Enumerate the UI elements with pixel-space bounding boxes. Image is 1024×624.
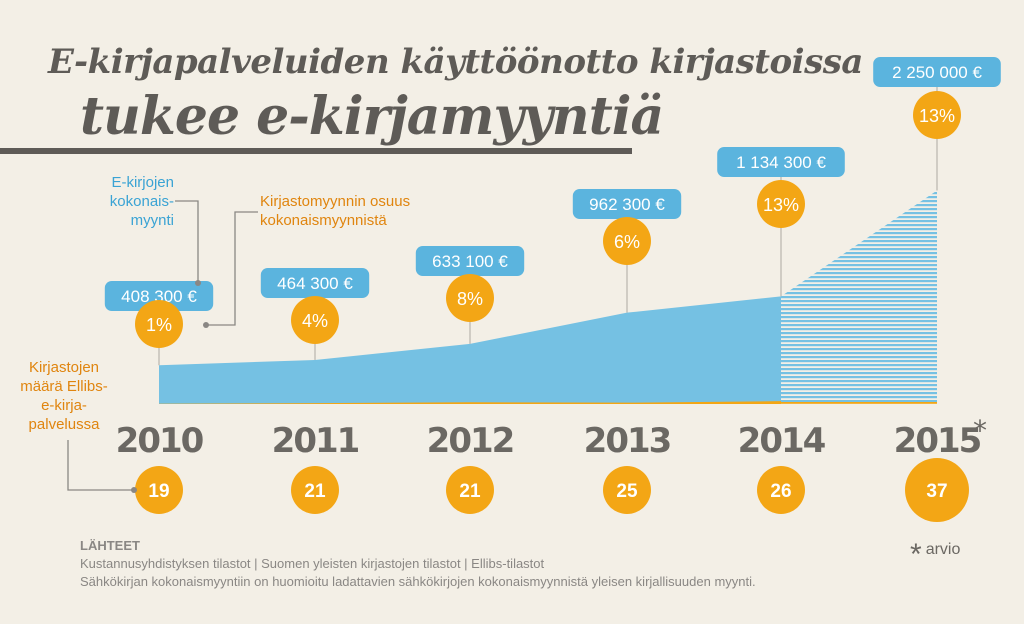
sources-line-1: Kustannusyhdistyksen tilastot | Suomen y… bbox=[80, 556, 545, 571]
library-count-circle bbox=[603, 466, 651, 514]
share-value-label: 6% bbox=[614, 232, 640, 252]
sources: LÄHTEET Kustannusyhdistyksen tilastot | … bbox=[80, 537, 756, 591]
estimate-marker: * bbox=[973, 414, 987, 447]
connector-dot bbox=[195, 280, 201, 286]
library-count-circle bbox=[757, 466, 805, 514]
estimate-text: arvio bbox=[925, 541, 961, 558]
library-count-label: 21 bbox=[304, 481, 326, 502]
share-circle bbox=[291, 296, 339, 344]
library-count-label: 19 bbox=[148, 481, 169, 502]
library-count-label: 26 bbox=[770, 481, 791, 502]
libraries-label: Kirjastojen määrä Ellibs- e-kirja- palve… bbox=[20, 359, 108, 433]
year-label: 2010 bbox=[116, 421, 204, 461]
share-value-label: 13% bbox=[763, 195, 799, 215]
share-circle bbox=[135, 300, 183, 348]
sales-value-label: 464 300 € bbox=[277, 274, 353, 293]
title-line-1: E-kirjapalveluiden käyttöönotto kirjasto… bbox=[48, 42, 863, 82]
year-label: 2011 bbox=[272, 421, 359, 461]
sales-value-label: 962 300 € bbox=[589, 195, 665, 214]
year-label: 2014 bbox=[738, 421, 826, 461]
year-label: 2012 bbox=[427, 421, 514, 461]
share-value-label: 8% bbox=[457, 289, 483, 309]
sources-line-2: Sähkökirjan kokonaismyyntiin on huomioit… bbox=[80, 574, 756, 589]
sales-value-bubble bbox=[415, 246, 525, 276]
sources-heading: LÄHTEET bbox=[80, 538, 140, 553]
connector-dot bbox=[131, 487, 137, 493]
sales-label-connector bbox=[175, 200, 199, 283]
sales-value-label: 2 250 000 € bbox=[892, 63, 982, 82]
sales-area-estimate bbox=[781, 190, 937, 404]
sales-area bbox=[159, 296, 781, 404]
sales-value-bubble bbox=[260, 268, 370, 298]
share-value-label: 4% bbox=[302, 311, 328, 331]
sales-value-bubble bbox=[717, 147, 845, 177]
library-count-circle bbox=[446, 466, 494, 514]
library-count-circle bbox=[291, 466, 339, 514]
sales-label: E-kirjojen kokonais- myynti bbox=[109, 174, 174, 229]
year-label: 2013 bbox=[584, 421, 671, 461]
year-label: 2015 bbox=[894, 421, 981, 461]
share-value-label: 13% bbox=[919, 106, 955, 126]
share-label: Kirjastomyynnin osuus kokonaismyynnistä bbox=[260, 193, 411, 229]
share-circle bbox=[757, 180, 805, 228]
library-count-label: 25 bbox=[616, 481, 638, 502]
sales-value-label: 633 100 € bbox=[432, 252, 508, 271]
sales-value-label: 1 134 300 € bbox=[736, 153, 826, 172]
title-underline bbox=[0, 148, 632, 154]
sales-value-bubble bbox=[572, 189, 682, 219]
library-count-label: 21 bbox=[459, 481, 481, 502]
libraries-label-connector bbox=[67, 440, 134, 491]
share-area bbox=[159, 401, 781, 404]
share-circle bbox=[913, 91, 961, 139]
share-circle bbox=[446, 274, 494, 322]
estimate-star: * bbox=[910, 538, 922, 571]
sales-value-bubble bbox=[104, 281, 214, 311]
library-count-circle bbox=[135, 466, 183, 514]
share-circle bbox=[603, 217, 651, 265]
library-count-label: 37 bbox=[926, 481, 947, 502]
estimate-footnote: * arvio bbox=[910, 538, 960, 572]
sales-value-bubble bbox=[873, 57, 1001, 87]
share-area-estimate bbox=[781, 401, 937, 404]
share-value-label: 1% bbox=[146, 315, 172, 335]
connector-dot bbox=[203, 322, 209, 328]
share-label-connector bbox=[206, 211, 258, 326]
sales-value-label: 408 300 € bbox=[121, 287, 197, 306]
library-count-circle bbox=[905, 458, 969, 522]
title-line-2: tukee e-kirjamyyntiä bbox=[80, 86, 664, 147]
